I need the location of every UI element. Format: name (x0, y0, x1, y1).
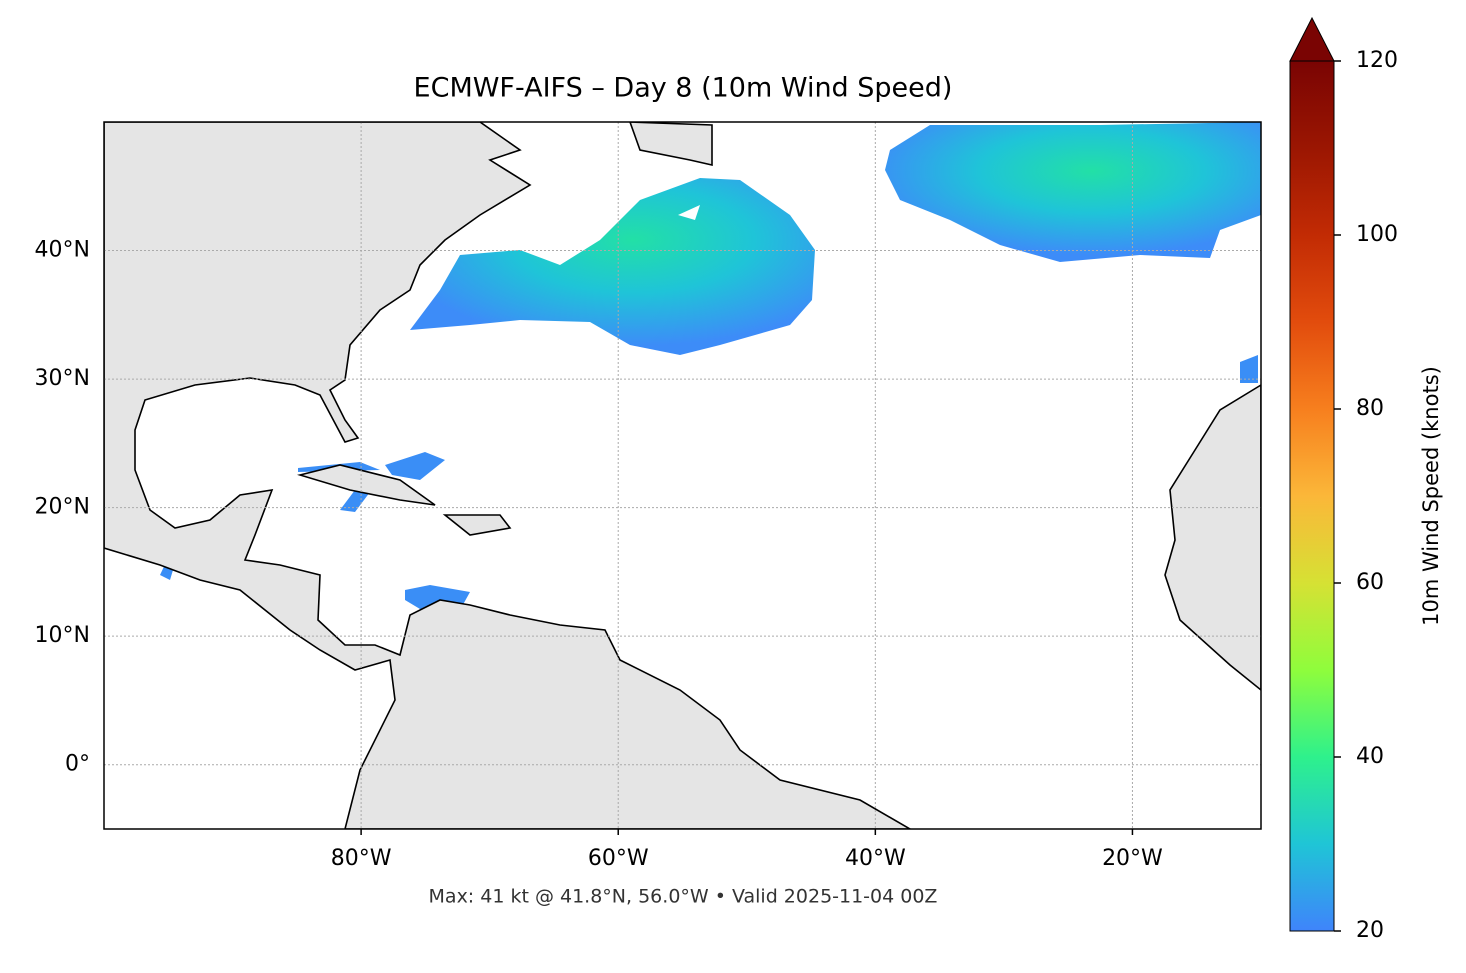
y-tick-label: 10°N (35, 623, 90, 648)
map-title: ECMWF-AIFS – Day 8 (10m Wind Speed) (414, 73, 953, 104)
colorbar-extend (1289, 16, 1335, 62)
map (104, 122, 1261, 829)
colorbar-tick-label: 100 (1356, 222, 1398, 247)
x-tick-label: 80°W (331, 846, 392, 871)
y-tick-label: 20°N (35, 495, 90, 520)
colorbar-tick-label: 60 (1356, 570, 1384, 595)
x-tick-label: 60°W (588, 846, 649, 871)
colorbar (1289, 60, 1335, 932)
colorbar-tick-label: 120 (1356, 48, 1398, 73)
map-frame (103, 121, 1262, 830)
colorbar-tick-label: 40 (1356, 744, 1384, 769)
land (104, 122, 1261, 829)
y-tick-label: 0° (65, 752, 90, 777)
colorbar-tick-label: 20 (1356, 918, 1384, 943)
colorbar-tick-label: 80 (1356, 396, 1384, 421)
footer-note: Max: 41 kt @ 41.8°N, 56.0°W • Valid 2025… (429, 886, 938, 908)
x-tick-label: 40°W (845, 846, 906, 871)
y-tick-label: 30°N (35, 366, 90, 391)
wind-field (160, 122, 1261, 612)
y-tick-label: 40°N (35, 238, 90, 263)
graticule (104, 122, 1261, 829)
x-tick-label: 20°W (1102, 846, 1163, 871)
colorbar-label: 10m Wind Speed (knots) (1419, 366, 1443, 626)
